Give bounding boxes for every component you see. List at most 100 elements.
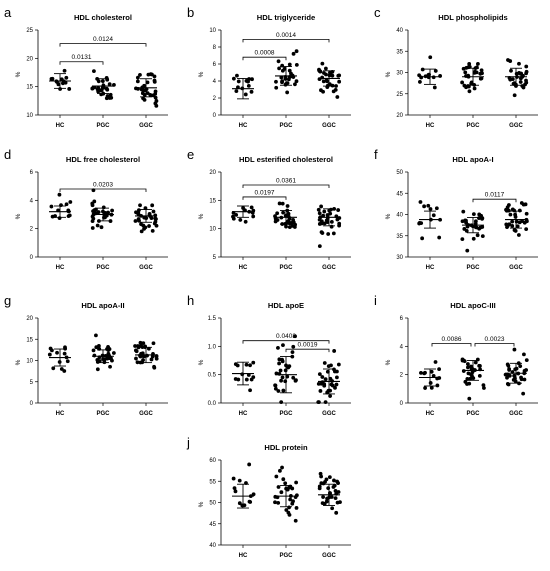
data-point [138,203,142,208]
panel-letter: a [4,5,12,20]
category-label: PGC [96,123,110,129]
category-label: PGC [279,411,293,417]
y-tick-label: 15 [26,337,33,343]
y-tick-label: 6 [213,62,217,68]
data-point [143,206,148,210]
data-point [431,213,436,218]
data-point [57,192,62,197]
data-point [285,487,290,492]
data-point [152,79,157,84]
data-point [289,71,293,76]
y-tick-label: 0 [213,113,217,119]
data-point [521,202,526,207]
data-point [108,364,112,369]
data-point [521,391,526,396]
panel-title: HDL apoC-III [450,301,495,310]
data-point [507,368,512,372]
data-point [317,77,322,82]
data-point [142,215,147,220]
data-point [63,80,68,85]
y-axis-label: % [198,71,205,77]
data-point [337,223,342,228]
data-point [154,356,159,361]
data-point [280,375,285,380]
data-point [519,377,524,382]
panel-a: a HDL cholesterol 10 15 20 25% HC PGC GGC 0.0131 0… [4,5,168,129]
y-tick-label: 30 [396,71,403,77]
data-point [133,219,138,223]
data-point [320,375,325,379]
category-label: GGC [139,411,153,417]
data-point [92,69,96,74]
data-point [426,203,431,208]
data-point [233,489,238,494]
data-point [336,362,341,367]
data-point [286,219,290,224]
data-point [524,211,529,216]
data-point [332,483,337,488]
data-point [335,375,339,380]
data-point [467,396,472,401]
data-point [460,237,465,242]
data-point [106,351,111,356]
data-point [332,369,337,374]
y-tick-label: 40 [396,28,403,34]
data-point [147,224,151,228]
data-point [287,512,292,517]
data-point [284,508,289,512]
y-tick-label: 60 [209,458,216,464]
data-point [274,85,279,90]
data-point [90,219,95,223]
data-point [437,367,441,371]
data-point [277,201,282,206]
data-point [337,79,342,84]
data-point [293,334,297,339]
data-point [332,349,337,353]
data-point [276,500,281,505]
data-point [467,62,472,66]
data-point [322,209,327,214]
category-label: GGC [139,265,153,271]
data-point [280,79,285,84]
data-point [471,236,476,241]
data-point [334,382,339,387]
data-point [477,212,482,217]
data-point [481,383,486,387]
y-tick-label: 0.5 [208,373,217,379]
data-point [524,64,529,69]
data-point [335,500,340,505]
data-point [133,344,137,348]
data-point [434,206,439,211]
data-point [428,207,433,211]
data-point [320,380,325,385]
data-point [234,89,239,94]
data-point [273,386,278,391]
p-value-label: 0.0019 [298,342,318,349]
y-tick-label: 25 [26,28,33,34]
data-point [290,350,295,355]
y-tick-label: 50 [209,501,216,507]
data-point [153,216,158,221]
data-point [243,219,248,224]
significance-bracket [242,340,330,344]
significance-bracket [59,188,147,192]
category-label: PGC [279,265,293,271]
y-axis-label: % [15,213,22,219]
data-point [237,478,242,483]
y-tick-label: 2 [30,227,34,233]
data-point [63,345,67,350]
data-point [291,217,295,222]
data-point [332,478,336,483]
data-point [134,210,138,215]
data-point [108,92,113,97]
data-point [327,475,332,479]
data-point [473,360,478,365]
data-point [277,361,281,366]
y-axis-label: % [385,359,392,365]
data-point [524,227,529,232]
data-point [152,365,157,370]
data-point [524,368,529,372]
data-point [135,344,140,348]
data-point [283,379,288,384]
data-point [91,209,95,214]
